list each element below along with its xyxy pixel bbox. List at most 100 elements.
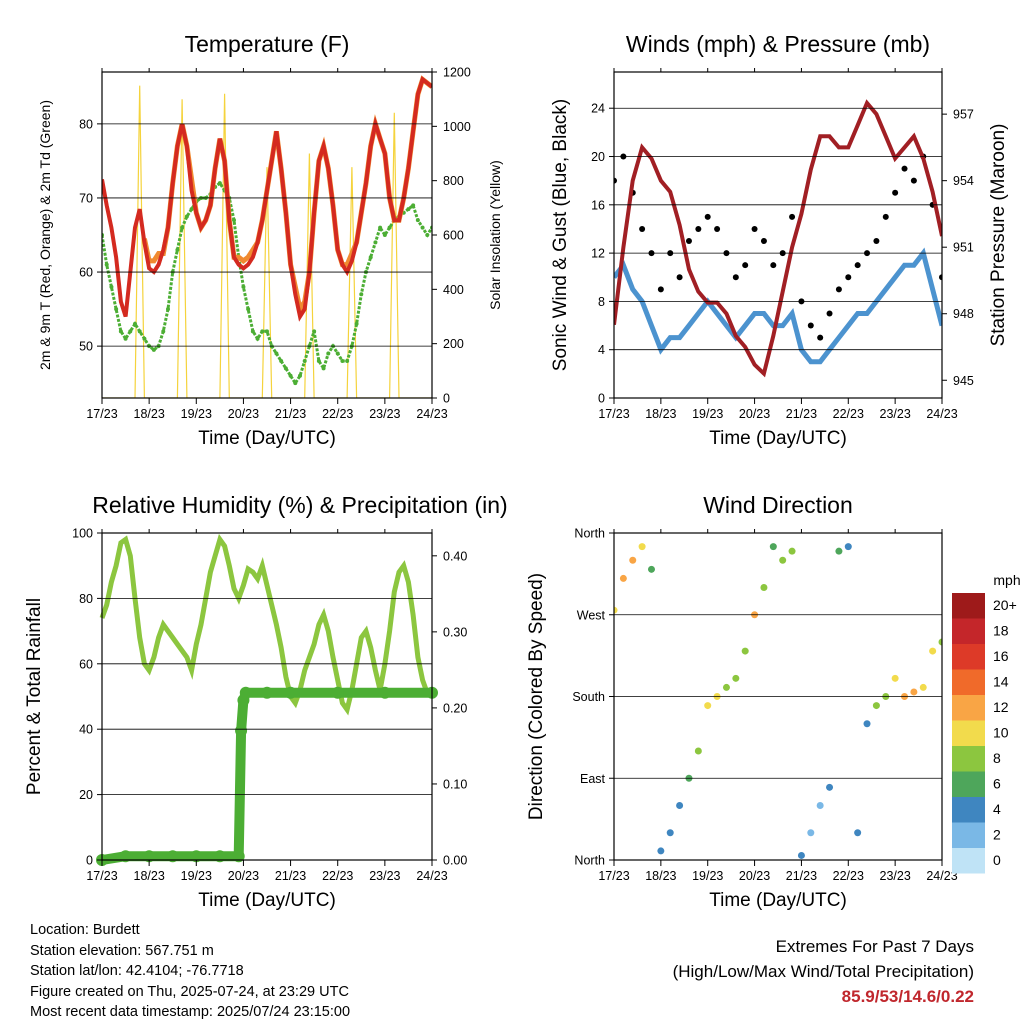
y2-tick-label: 0.20 <box>443 701 467 715</box>
x-tick-label: 24/23 <box>926 869 957 883</box>
y-tick-label: 40 <box>79 723 93 737</box>
dewpoint-point <box>118 329 123 334</box>
dewpoint-point <box>382 233 387 237</box>
gust-point <box>760 238 767 245</box>
gust-point <box>685 238 692 245</box>
y-tick-label: North <box>574 854 605 868</box>
gust-point <box>789 213 796 220</box>
chart-title: Relative Humidity (%) & Precipitation (i… <box>92 492 507 518</box>
legend-label: 20+ <box>993 597 1017 613</box>
x-tick-label: 17/23 <box>86 407 117 421</box>
plot-area <box>614 543 942 859</box>
y2-tick-label: 951 <box>953 241 974 255</box>
x-tick-label: 18/23 <box>134 407 165 421</box>
y2-tick-label: 948 <box>953 307 974 321</box>
y2-tick-label: 800 <box>443 174 464 188</box>
dewpoint-point <box>378 225 383 230</box>
legend-label: 2 <box>993 827 1001 843</box>
x-tick-label: 17/23 <box>598 407 629 421</box>
y2-tick-label: 0.10 <box>443 777 467 791</box>
y2-tick-label: 200 <box>443 337 464 351</box>
dewpoint-point <box>274 351 279 356</box>
x-tick-label: 21/23 <box>275 407 306 421</box>
dewpoint-point <box>166 307 170 312</box>
y2-axis-label: Station Pressure (Maroon) <box>988 124 1009 347</box>
dewpoint-point <box>175 247 180 252</box>
x-tick-label: 18/23 <box>645 869 676 883</box>
plot-border <box>101 71 433 399</box>
dewpoint-point <box>246 307 251 312</box>
legend-swatch <box>952 618 985 644</box>
dewpoint-point <box>180 225 185 230</box>
direction-point <box>891 674 899 682</box>
y-axis-label: Sonic Wind & Gust (Blue, Black) <box>550 99 571 371</box>
y-tick-label: 0 <box>598 392 605 406</box>
precip-point <box>166 850 179 863</box>
gust-point <box>882 213 889 220</box>
direction-point <box>835 547 843 555</box>
dewpoint-point <box>340 358 345 363</box>
dewpoint-point <box>420 225 425 230</box>
dewpoint-point <box>250 329 255 334</box>
dewpoint-point <box>184 214 189 219</box>
y-tick-label: East <box>580 772 606 786</box>
direction-point <box>704 702 712 710</box>
legend-swatch <box>952 669 985 695</box>
x-tick-label: 20/23 <box>739 869 770 883</box>
direction-point <box>797 851 805 859</box>
legend-swatch <box>952 695 985 721</box>
direction-point <box>769 543 777 551</box>
direction-point <box>694 747 702 755</box>
precip-point <box>261 686 273 699</box>
dewpoint-point <box>265 329 269 334</box>
x-axis-label: Time (Day/UTC) <box>198 428 336 449</box>
dewpoint-point <box>288 373 293 378</box>
gust-point <box>751 225 758 232</box>
gust-point <box>854 262 861 269</box>
gust-point <box>939 274 942 281</box>
dewpoint-point <box>321 366 326 371</box>
dewpoint-point <box>189 207 194 212</box>
direction-point <box>929 647 937 655</box>
y-tick-label: South <box>572 690 605 704</box>
x-axis-label: Time (Day/UTC) <box>709 890 847 911</box>
y2-tick-label: 957 <box>953 108 974 122</box>
legend-label: 4 <box>993 801 1001 817</box>
dewpoint-point <box>298 373 302 378</box>
x-tick-label: 21/23 <box>275 869 306 883</box>
y-tick-label: West <box>577 608 606 622</box>
legend-swatch <box>952 848 985 874</box>
humidity-precip-panel: 0 20 40 60 80 100 17/23 18/23 19/23 20/23 21/23 22/… <box>24 492 508 911</box>
x-tick-label: 22/23 <box>833 869 864 883</box>
direction-point <box>760 584 768 591</box>
dewpoint-point <box>161 329 166 334</box>
legend-swatch <box>952 797 985 823</box>
x-tick-label: 23/23 <box>369 407 400 421</box>
extremes-values: 85.9/53/14.6/0.22 <box>841 987 974 1006</box>
precip-point <box>235 724 248 737</box>
x-tick-label: 21/23 <box>786 869 817 883</box>
x-tick-label: 21/23 <box>786 407 817 421</box>
temperature-panel: 50 60 70 80 17/23 18/23 19/23 20/23 21/23 22/23 23… <box>37 31 503 449</box>
x-axis-label: Time (Day/UTC) <box>198 890 336 911</box>
extremes-box: Extremes For Past 7 Days (High/Low/Max W… <box>673 934 974 1009</box>
direction-point <box>722 683 730 691</box>
legend-label: 16 <box>993 648 1009 664</box>
legend-swatch <box>952 822 985 848</box>
y-tick-label: 24 <box>591 102 605 116</box>
extremes-title: Extremes For Past 7 Days <box>775 937 974 956</box>
y-axis-label: Percent & Total Rainfall <box>24 598 45 795</box>
gust-point <box>770 262 777 269</box>
direction-point <box>910 688 918 696</box>
dewpoint-point <box>279 358 284 363</box>
y2-tick-label: 400 <box>443 283 464 297</box>
legend-swatch <box>952 771 985 797</box>
dewpoint-point <box>354 321 359 326</box>
winds-pressure-panel: 0 4 8 12 16 20 24 17/23 18/23 19/23 20/23 21/23 22/2… <box>550 31 1009 449</box>
gust-point <box>817 334 824 341</box>
gust-point <box>695 225 702 232</box>
direction-point <box>732 674 740 682</box>
y-tick-label: 4 <box>598 343 605 357</box>
